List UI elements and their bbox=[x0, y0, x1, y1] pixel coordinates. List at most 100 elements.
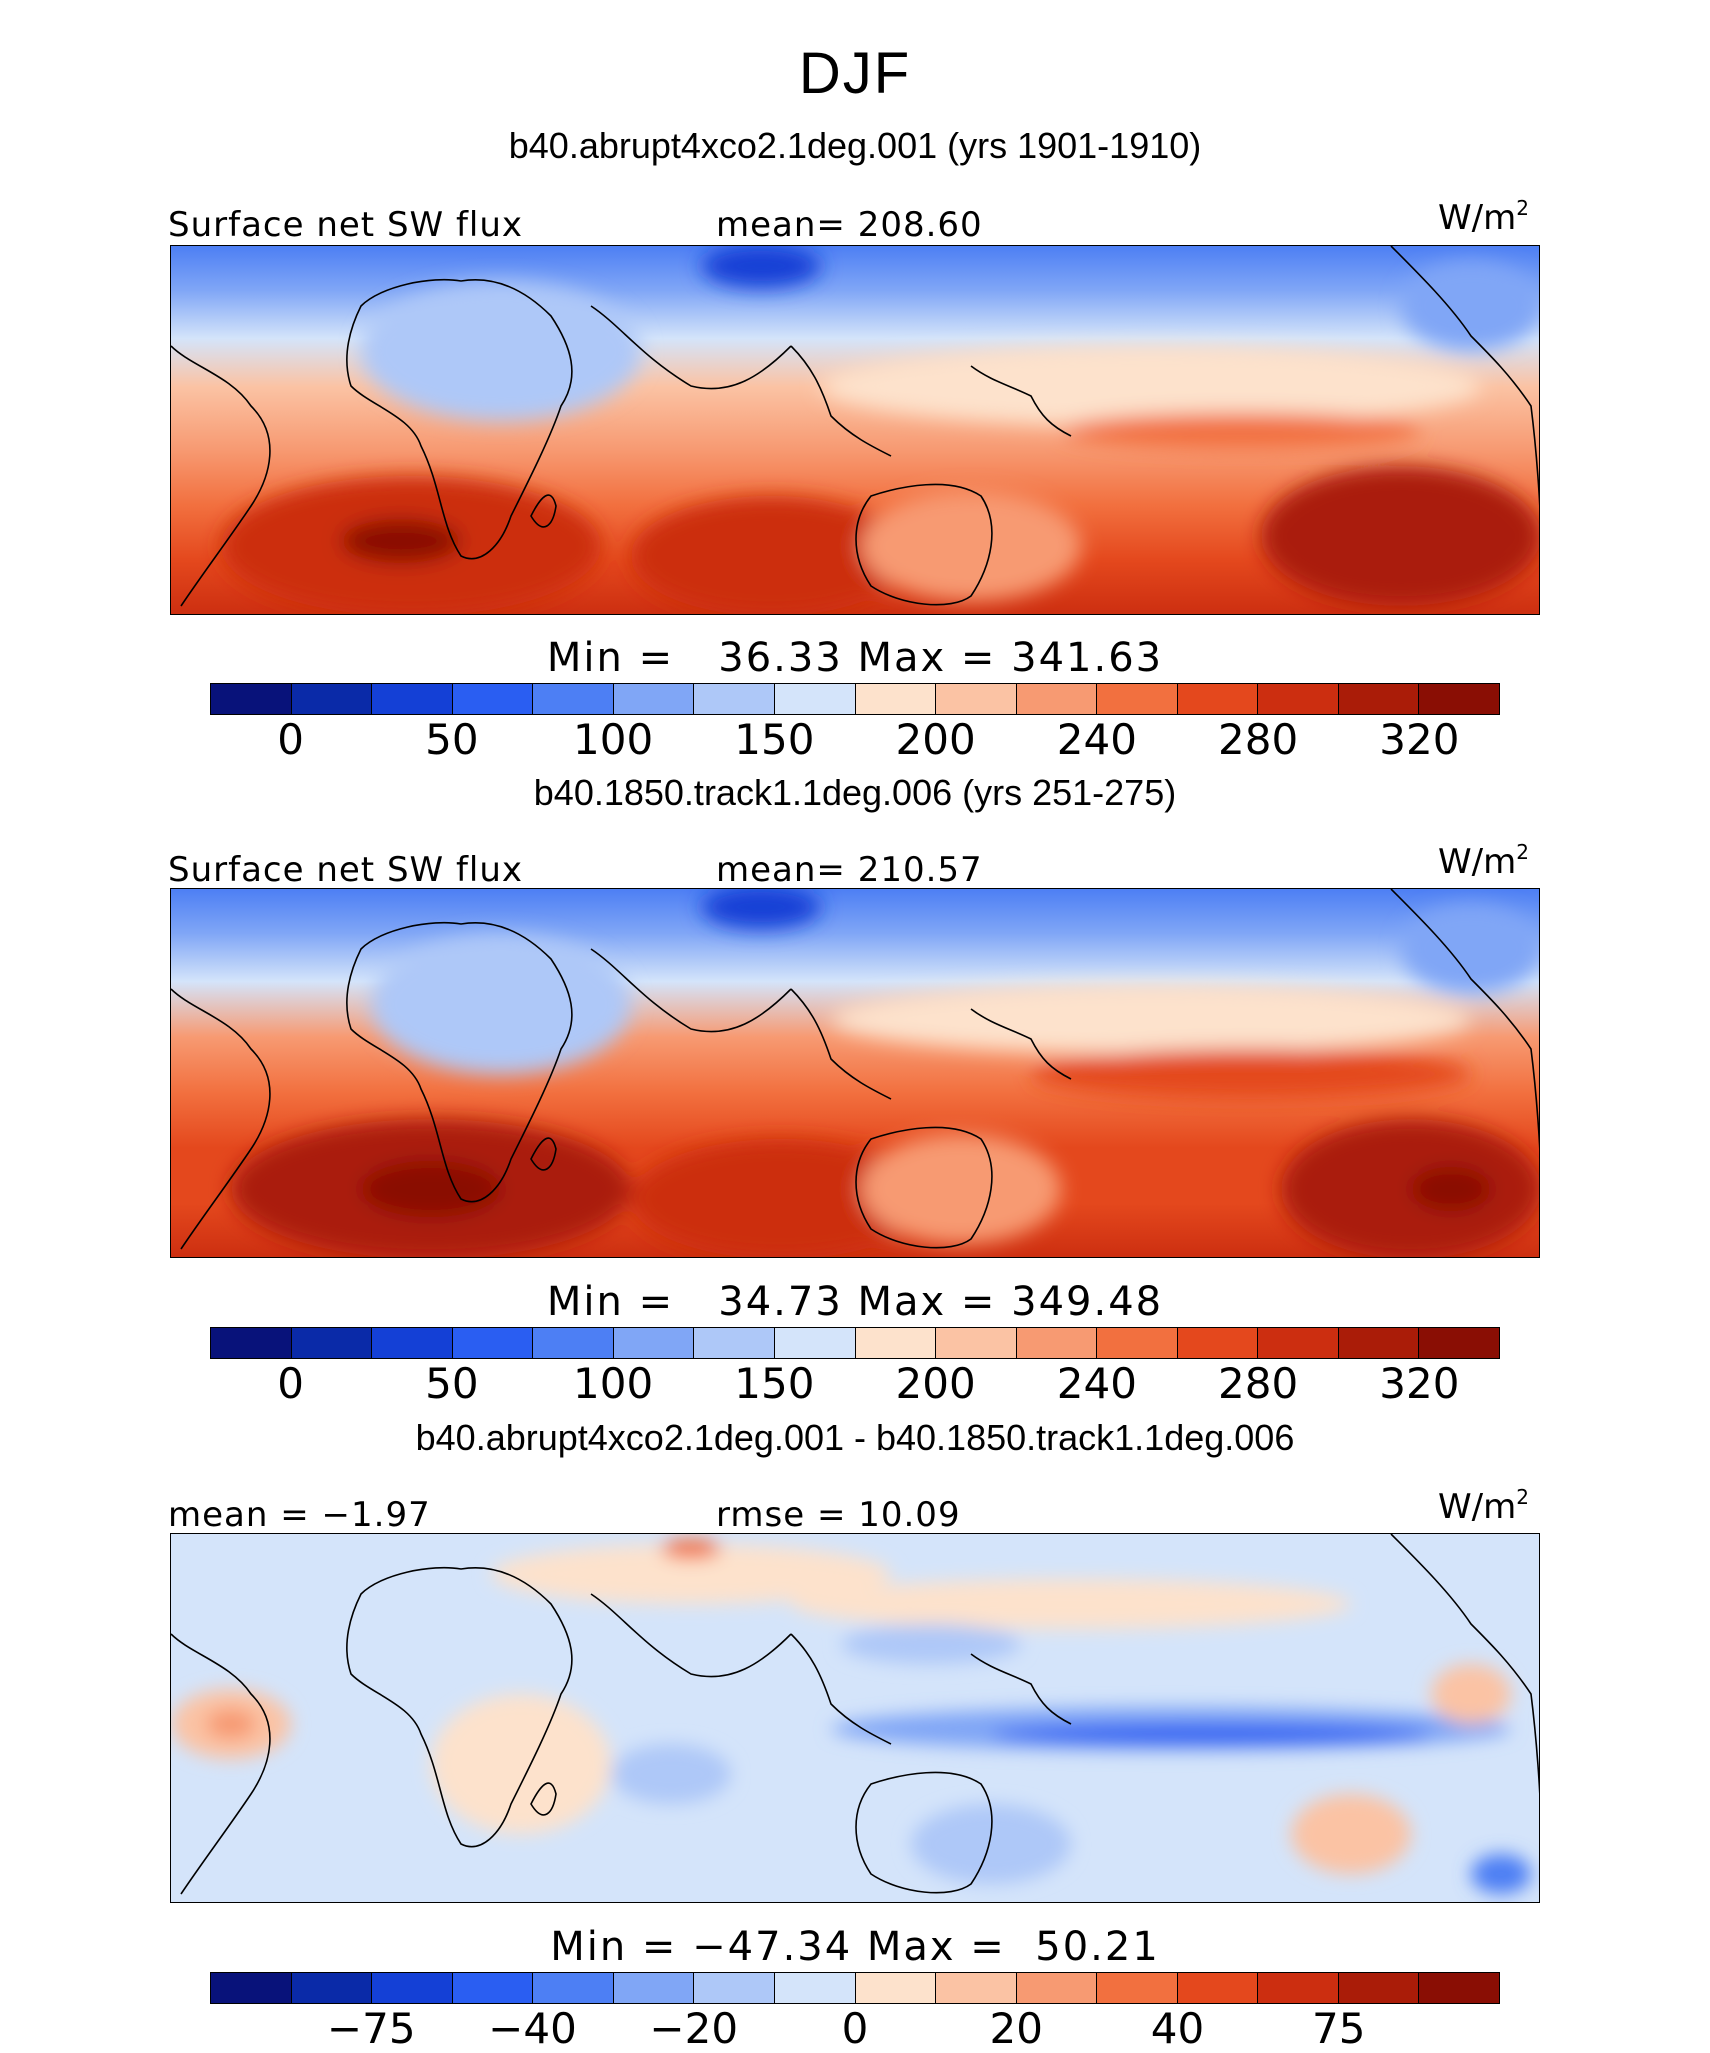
panel-3-rmse-label: rmse = 10.09 bbox=[716, 1495, 961, 1535]
panel-2-colorbar bbox=[210, 1327, 1500, 1359]
colorbar-swatch bbox=[613, 684, 695, 714]
panel-3-map-field bbox=[171, 1534, 1539, 1902]
colorbar-swatch bbox=[1258, 1328, 1339, 1358]
colorbar-tick-label: 100 bbox=[573, 1359, 654, 1408]
colorbar-tick-label: 320 bbox=[1379, 1359, 1460, 1408]
panel-1-map-field bbox=[171, 246, 1539, 614]
figure-title: DJF bbox=[798, 41, 912, 106]
panel-1-colorbar-ticks: 0 50 100 150 200 240 280 320 bbox=[0, 715, 1710, 765]
colorbar-swatch bbox=[372, 1973, 453, 2003]
colorbar-tick-label: 150 bbox=[734, 1359, 815, 1408]
colorbar-swatch bbox=[291, 1973, 373, 2003]
colorbar-tick-label: 150 bbox=[734, 715, 815, 764]
colorbar-swatch bbox=[936, 684, 1017, 714]
colorbar-swatch bbox=[855, 684, 937, 714]
colorbar-swatch bbox=[1338, 1328, 1420, 1358]
colorbar-swatch bbox=[1016, 1328, 1098, 1358]
colorbar-swatch bbox=[613, 1328, 695, 1358]
panel-2-colorbar-ticks: 0 50 100 150 200 240 280 320 bbox=[0, 1359, 1710, 1409]
colorbar-swatch bbox=[936, 1328, 1017, 1358]
colorbar-tick-label: 40 bbox=[1150, 2004, 1205, 2053]
panel-1-minmax: Min = 36.33 Max = 341.63 bbox=[546, 635, 1164, 681]
panel-1-case-title: b40.abrupt4xco2.1deg.001 (yrs 1901-1910) bbox=[508, 125, 1202, 166]
panel-3-units: W/m2 bbox=[1438, 1485, 1529, 1527]
colorbar-swatch bbox=[1177, 1328, 1259, 1358]
panel-3-map bbox=[170, 1533, 1540, 1903]
colorbar-swatch bbox=[694, 1328, 775, 1358]
panel-3-case-title: b40.abrupt4xco2.1deg.001 - b40.1850.trac… bbox=[415, 1417, 1295, 1458]
colorbar-tick-label: 50 bbox=[425, 1359, 479, 1408]
colorbar-swatch bbox=[533, 1973, 614, 2003]
colorbar-swatch bbox=[774, 1973, 856, 2003]
colorbar-tick-label: 280 bbox=[1218, 1359, 1299, 1408]
panel-2-coastlines bbox=[171, 889, 1539, 1250]
colorbar-swatch bbox=[452, 1973, 534, 2003]
colorbar-swatch bbox=[1419, 684, 1499, 714]
colorbar-swatch bbox=[774, 684, 856, 714]
colorbar-swatch bbox=[291, 1328, 373, 1358]
panel-2-map-field bbox=[171, 889, 1539, 1257]
colorbar-tick-label: 50 bbox=[425, 715, 479, 764]
colorbar-tick-label: 20 bbox=[989, 2004, 1043, 2053]
panel-2-minmax: Min = 34.73 Max = 349.48 bbox=[546, 1279, 1164, 1325]
colorbar-swatch bbox=[1097, 1973, 1178, 2003]
colorbar-tick-label: −20 bbox=[649, 2004, 739, 2053]
colorbar-swatch bbox=[372, 684, 453, 714]
colorbar-tick-label: 200 bbox=[895, 1359, 976, 1408]
colorbar-swatch bbox=[1097, 684, 1178, 714]
colorbar-swatch bbox=[613, 1973, 695, 2003]
colorbar-swatch bbox=[533, 1328, 614, 1358]
colorbar-tick-label: 280 bbox=[1218, 715, 1299, 764]
colorbar-tick-label: 320 bbox=[1379, 715, 1460, 764]
colorbar-swatch bbox=[1419, 1973, 1499, 2003]
colorbar-tick-label: 240 bbox=[1056, 1359, 1137, 1408]
panel-3-coastlines bbox=[171, 1534, 1539, 1895]
colorbar-swatch bbox=[694, 1973, 775, 2003]
panel-3-colorbar-ticks: −75 −40 −20 0 20 40 75 bbox=[0, 2004, 1710, 2053]
colorbar-swatch bbox=[694, 684, 775, 714]
panel-3-mean-label: mean = −1.97 bbox=[168, 1495, 431, 1535]
colorbar-swatch bbox=[372, 1328, 453, 1358]
colorbar-swatch bbox=[855, 1973, 937, 2003]
colorbar-tick-label: 240 bbox=[1056, 715, 1137, 764]
colorbar-swatch bbox=[1177, 1973, 1259, 2003]
colorbar-tick-label: −75 bbox=[326, 2004, 416, 2053]
colorbar-tick-label: 200 bbox=[895, 715, 976, 764]
panel-1-coastlines bbox=[171, 246, 1539, 607]
panel-3-colorbar bbox=[210, 1972, 1500, 2004]
panel-1-units: W/m2 bbox=[1438, 196, 1529, 238]
colorbar-tick-label: 0 bbox=[277, 715, 304, 764]
colorbar-swatch bbox=[1338, 684, 1420, 714]
colorbar-swatch bbox=[1258, 1973, 1339, 2003]
colorbar-tick-label: 75 bbox=[1312, 2004, 1366, 2053]
colorbar-swatch bbox=[1338, 1973, 1420, 2003]
panel-1-mean-label: mean= 208.60 bbox=[716, 205, 983, 245]
colorbar-swatch bbox=[1016, 684, 1098, 714]
colorbar-swatch bbox=[1419, 1328, 1499, 1358]
colorbar-swatch bbox=[936, 1973, 1017, 2003]
panel-2-variable-label: Surface net SW flux bbox=[168, 850, 524, 890]
panel-1-map bbox=[170, 245, 1540, 615]
colorbar-swatch bbox=[533, 684, 614, 714]
panel-3-minmax: Min = −47.34 Max = 50.21 bbox=[550, 1924, 1160, 1970]
colorbar-tick-label: 100 bbox=[573, 715, 654, 764]
colorbar-swatch bbox=[211, 684, 292, 714]
colorbar-swatch bbox=[1258, 684, 1339, 714]
colorbar-swatch bbox=[1177, 684, 1259, 714]
colorbar-swatch bbox=[291, 684, 373, 714]
panel-1-variable-label: Surface net SW flux bbox=[168, 205, 524, 245]
colorbar-swatch bbox=[1097, 1328, 1178, 1358]
colorbar-swatch bbox=[774, 1328, 856, 1358]
panel-2-case-title: b40.1850.track1.1deg.006 (yrs 251-275) bbox=[533, 772, 1177, 813]
colorbar-swatch bbox=[1016, 1973, 1098, 2003]
colorbar-swatch bbox=[452, 1328, 534, 1358]
panel-2-map bbox=[170, 888, 1540, 1258]
colorbar-swatch bbox=[211, 1328, 292, 1358]
colorbar-swatch bbox=[211, 1973, 292, 2003]
panel-2-units: W/m2 bbox=[1438, 840, 1529, 882]
colorbar-tick-label: 0 bbox=[841, 2004, 869, 2053]
colorbar-tick-label: −40 bbox=[488, 2004, 577, 2053]
colorbar-tick-label: 0 bbox=[277, 1359, 304, 1408]
colorbar-swatch bbox=[452, 684, 534, 714]
panel-2-mean-label: mean= 210.57 bbox=[716, 850, 983, 890]
